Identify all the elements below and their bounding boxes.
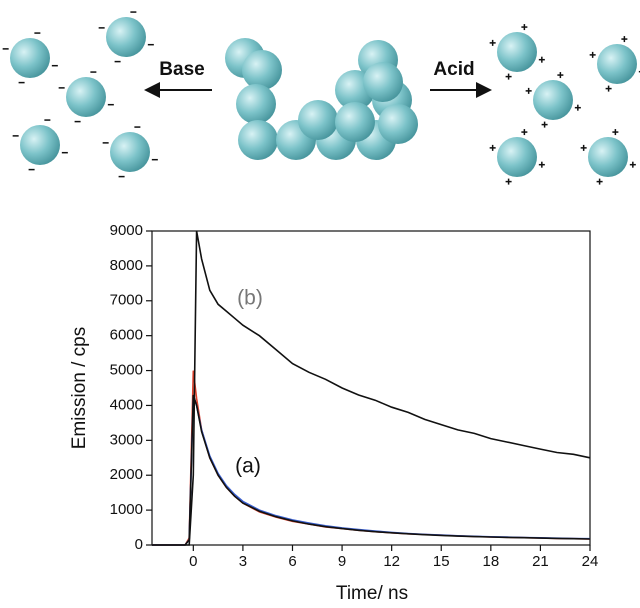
particle [378, 104, 418, 144]
series-line [152, 395, 590, 545]
particle [238, 120, 278, 160]
particle [497, 32, 537, 72]
acid-label: Acid [433, 59, 474, 80]
particle [66, 77, 106, 117]
particle [242, 50, 282, 90]
series-line [152, 371, 590, 545]
particle [236, 84, 276, 124]
particle [20, 125, 60, 165]
figure: Base Acid Time/ ns Emission / cps (b) (a… [0, 0, 640, 608]
series-line [152, 395, 590, 545]
x-axis-title: Time/ ns [336, 583, 408, 604]
y-axis-title: Emission / cps [69, 327, 90, 449]
plot-frame [152, 231, 590, 545]
y-tick-label: 6000 [110, 327, 143, 344]
y-tick-label: 0 [135, 536, 143, 553]
x-tick-label: 12 [383, 553, 400, 570]
y-tick-label: 9000 [110, 222, 143, 239]
y-tick-label: 2000 [110, 466, 143, 483]
particle [497, 137, 537, 177]
particle [335, 102, 375, 142]
particle [106, 17, 146, 57]
particle [588, 137, 628, 177]
x-tick-label: 9 [338, 553, 346, 570]
x-tick-label: 15 [433, 553, 450, 570]
x-tick-label: 6 [288, 553, 296, 570]
particle [298, 100, 338, 140]
particle [363, 62, 403, 102]
particle [10, 38, 50, 78]
series-line [152, 231, 590, 545]
x-tick-label: 3 [239, 553, 247, 570]
y-tick-label: 8000 [110, 257, 143, 274]
x-tick-label: 18 [482, 553, 499, 570]
y-tick-label: 7000 [110, 292, 143, 309]
x-tick-label: 24 [582, 553, 599, 570]
base-label: Base [159, 59, 204, 80]
annotation-a: (a) [235, 455, 261, 478]
particle [533, 80, 573, 120]
particle [597, 44, 637, 84]
annotation-b: (b) [237, 287, 263, 310]
y-tick-label: 5000 [110, 362, 143, 379]
x-tick-label: 0 [189, 553, 197, 570]
diagram [3, 12, 640, 185]
y-tick-label: 3000 [110, 431, 143, 448]
x-tick-label: 21 [532, 553, 549, 570]
y-tick-label: 1000 [110, 501, 143, 518]
particle [110, 132, 150, 172]
y-tick-label: 4000 [110, 396, 143, 413]
